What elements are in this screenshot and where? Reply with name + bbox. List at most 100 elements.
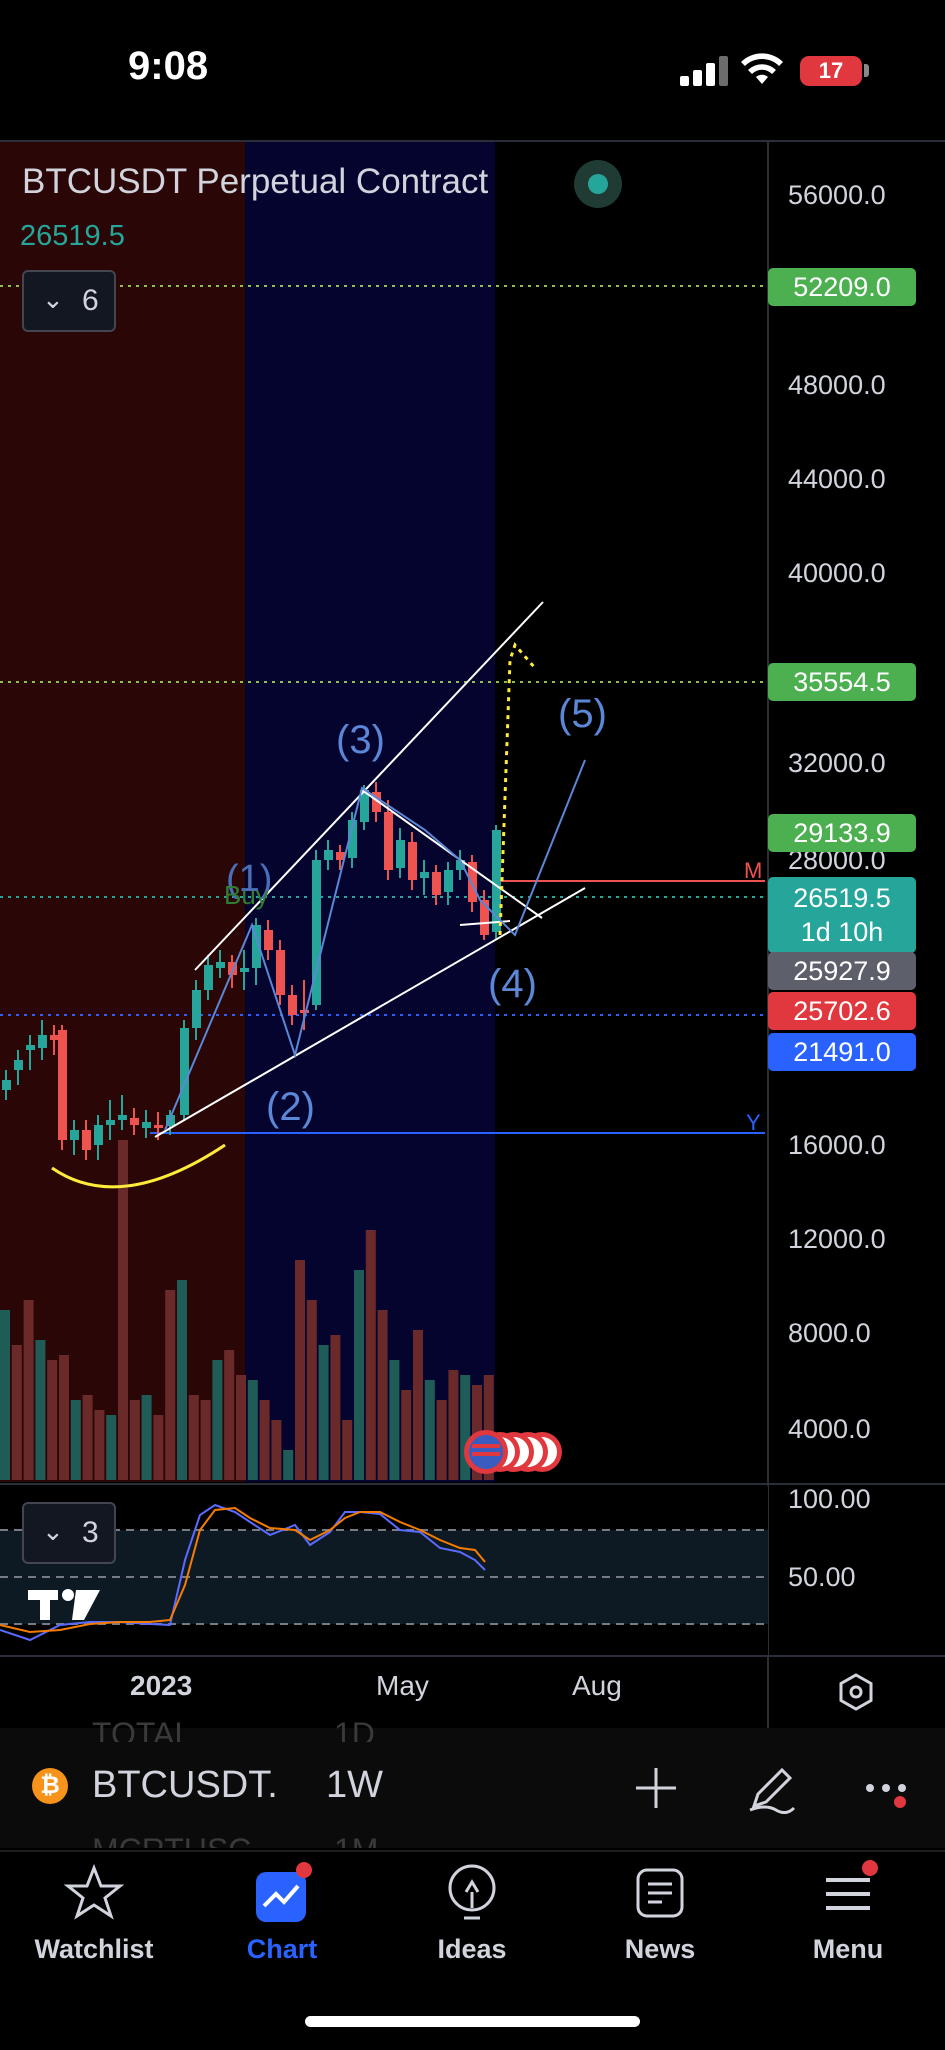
osc-tick: 100.00 xyxy=(788,1484,871,1514)
price-label-current: 26519.5 1d 10h xyxy=(768,877,916,953)
price-label-25702: 25702.6 xyxy=(768,992,916,1030)
candle xyxy=(58,1030,67,1140)
volume-bar xyxy=(177,1280,187,1480)
y-tick: 48000.0 xyxy=(788,370,886,400)
bitcoin-icon: ₿ xyxy=(32,1768,68,1804)
wave-label-2: (2) xyxy=(266,1085,315,1129)
candle xyxy=(336,852,345,860)
candle xyxy=(14,1060,23,1070)
candle xyxy=(348,820,357,858)
battery-indicator: 17 xyxy=(800,56,862,86)
volume-bar xyxy=(129,1400,140,1480)
price-label-21491: 21491.0 xyxy=(768,1033,916,1071)
volume-bar xyxy=(247,1380,258,1480)
indicator-count: 6 xyxy=(82,284,99,317)
volume-bar xyxy=(413,1330,423,1480)
event-flags xyxy=(464,1430,562,1474)
wave-label-3: (3) xyxy=(336,718,385,762)
volume-bars xyxy=(0,1140,494,1480)
y-tick: 32000.0 xyxy=(788,748,886,778)
price-label-25927: 25927.9 xyxy=(768,952,916,990)
symbol-name[interactable]: BTCUSDT. xyxy=(92,1764,278,1806)
candle xyxy=(264,930,273,950)
x-tick: May xyxy=(376,1670,429,1701)
volume-bar xyxy=(448,1370,459,1480)
chart-canvas[interactable] xyxy=(0,0,945,1728)
chart-icon xyxy=(202,1858,362,1928)
oscillator-collapse-button[interactable]: ⌄ 3 xyxy=(22,1502,116,1564)
ghost-interval-above: 1D xyxy=(334,1716,375,1742)
candle xyxy=(94,1125,103,1145)
volume-bar xyxy=(106,1415,117,1480)
status-time: 9:08 xyxy=(128,44,209,88)
tab-watchlist[interactable]: Watchlist xyxy=(14,1858,174,1965)
lightbulb-icon xyxy=(392,1858,552,1928)
volume-bar xyxy=(295,1260,305,1480)
drawing-pen-icon[interactable] xyxy=(746,1762,798,1815)
candle xyxy=(252,925,261,968)
chart-last-price: 26519.5 xyxy=(20,220,125,252)
candle xyxy=(432,872,441,895)
elliott-wave-path xyxy=(164,759,586,1131)
tab-menu[interactable]: Menu xyxy=(768,1858,928,1965)
y-tick: 44000.0 xyxy=(788,464,886,494)
line-tag-y: Y xyxy=(746,1110,761,1135)
chart-settings-icon[interactable] xyxy=(836,1672,876,1712)
candles xyxy=(2,782,501,1160)
trendline-lower xyxy=(154,887,586,1138)
x-tick: 2023 xyxy=(130,1670,193,1701)
tab-label: Menu xyxy=(812,1934,884,1964)
wave-label-1: (1) xyxy=(226,858,273,900)
yellow-projection xyxy=(498,642,537,936)
candle xyxy=(444,870,453,892)
candle xyxy=(154,1125,163,1128)
tab-label: Chart xyxy=(246,1934,318,1964)
y-tick: 56000.0 xyxy=(788,180,886,210)
candle xyxy=(130,1118,139,1125)
add-plus-icon[interactable] xyxy=(634,1766,678,1810)
volume-bar xyxy=(283,1450,294,1480)
volume-bar xyxy=(389,1360,400,1480)
candle xyxy=(70,1130,79,1140)
volume-bar xyxy=(483,1375,494,1480)
volume-bar xyxy=(306,1300,317,1480)
volume-bar xyxy=(0,1310,10,1480)
tab-ideas[interactable]: Ideas xyxy=(392,1858,552,1965)
volume-bar xyxy=(236,1375,246,1480)
tab-news[interactable]: News xyxy=(580,1858,740,1965)
home-indicator xyxy=(305,2016,640,2027)
yellow-cup-annotation xyxy=(51,1143,226,1189)
market-status-dot[interactable] xyxy=(574,160,622,208)
ghost-symbol-below: MCRTUSC xyxy=(92,1832,251,1848)
volume-bar xyxy=(200,1400,211,1480)
ghost-symbol-above: TOTAL xyxy=(92,1716,193,1742)
volume-bar xyxy=(70,1400,81,1480)
candle xyxy=(456,860,465,870)
battery-tip xyxy=(864,64,869,77)
star-icon xyxy=(14,1858,174,1928)
candle xyxy=(492,830,501,932)
volume-bar xyxy=(141,1395,152,1480)
volume-bar xyxy=(23,1300,34,1480)
news-icon xyxy=(580,1858,740,1928)
volume-bar xyxy=(35,1340,46,1480)
candle xyxy=(396,840,405,868)
buy-label: Buy xyxy=(224,880,269,910)
chart-symbol-title[interactable]: BTCUSDT Perpetual Contract xyxy=(22,162,489,201)
more-icon[interactable] xyxy=(864,1778,914,1808)
osc-tick: 50.00 xyxy=(788,1562,856,1592)
candle xyxy=(480,900,489,935)
volume-bar xyxy=(118,1140,128,1480)
volume-bar xyxy=(436,1400,447,1480)
indicators-collapse-button[interactable]: ⌄ 6 xyxy=(22,270,116,332)
menu-icon xyxy=(768,1858,928,1928)
tab-chart[interactable]: Chart xyxy=(202,1858,362,1965)
candle xyxy=(360,790,369,822)
volume-bar xyxy=(424,1380,435,1480)
candle xyxy=(106,1120,115,1125)
candle xyxy=(142,1122,151,1128)
interval-selector[interactable]: 1W xyxy=(326,1764,383,1806)
candle xyxy=(276,950,285,995)
candle xyxy=(408,842,417,880)
volume-bar xyxy=(59,1355,69,1480)
